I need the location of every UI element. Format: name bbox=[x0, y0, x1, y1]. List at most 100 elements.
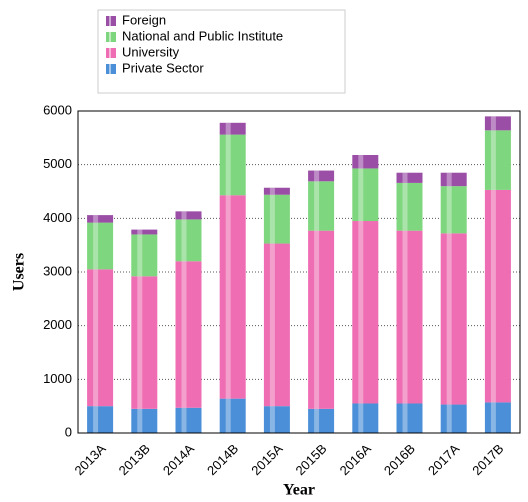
legend-label: Foreign bbox=[122, 12, 166, 27]
y-tick-label: 1000 bbox=[43, 371, 72, 386]
bar-segment bbox=[484, 130, 511, 190]
y-axis-title: Users bbox=[11, 253, 28, 291]
x-tick-label: 2015A bbox=[248, 441, 285, 478]
y-tick-label: 2000 bbox=[43, 317, 72, 332]
bar-segment bbox=[175, 407, 202, 433]
x-tick-label: 2014A bbox=[160, 441, 197, 478]
bar-highlight bbox=[446, 404, 452, 433]
bar-highlight bbox=[269, 243, 275, 407]
bar-highlight bbox=[490, 116, 496, 131]
x-tick-label: 2013B bbox=[116, 441, 153, 478]
legend-swatch-highlight bbox=[109, 16, 111, 26]
y-tick-label: 5000 bbox=[43, 156, 72, 171]
bar-segment bbox=[440, 172, 467, 187]
bar-segment bbox=[87, 222, 114, 270]
bar-highlight bbox=[269, 406, 275, 433]
bar-segment bbox=[352, 221, 379, 404]
bar-segment bbox=[219, 398, 246, 433]
bar-highlight bbox=[446, 172, 452, 187]
bar-highlight bbox=[181, 261, 187, 408]
bar-segment bbox=[308, 230, 335, 409]
bar-segment bbox=[219, 122, 246, 135]
bar-highlight bbox=[314, 181, 320, 231]
bar-highlight bbox=[402, 403, 408, 433]
bar-segment bbox=[263, 194, 290, 244]
legend-label: University bbox=[122, 44, 180, 59]
bar-segment bbox=[396, 403, 423, 433]
bar-segment bbox=[131, 408, 158, 433]
bar-segment bbox=[484, 116, 511, 131]
bar-segment bbox=[440, 404, 467, 433]
bar-segment bbox=[308, 408, 335, 433]
bar-highlight bbox=[225, 134, 231, 196]
x-tick-label: 2016A bbox=[337, 441, 374, 478]
bar-segment bbox=[219, 134, 246, 196]
bar-highlight bbox=[314, 170, 320, 182]
bar-highlight bbox=[137, 229, 143, 235]
bar-highlight bbox=[137, 408, 143, 433]
x-tick-label: 2013A bbox=[71, 441, 108, 478]
bar-highlight bbox=[269, 187, 275, 195]
bar-highlight bbox=[93, 222, 99, 270]
bar-segment bbox=[308, 181, 335, 231]
x-axis-title: Year bbox=[283, 482, 315, 499]
legend-box bbox=[97, 9, 346, 94]
bar-segment bbox=[440, 233, 467, 405]
legend-swatch-highlight bbox=[109, 64, 111, 74]
bar-highlight bbox=[358, 155, 364, 169]
bar-highlight bbox=[490, 130, 496, 190]
bar-highlight bbox=[358, 403, 364, 433]
legend-swatch-highlight bbox=[109, 32, 111, 42]
bar-segment bbox=[352, 403, 379, 433]
bar-segment bbox=[263, 187, 290, 195]
bar-highlight bbox=[93, 406, 99, 433]
plot-frame bbox=[77, 110, 521, 434]
bar-segment bbox=[396, 172, 423, 183]
bar-segment bbox=[131, 229, 158, 235]
bar-segment bbox=[175, 211, 202, 220]
legend-label: National and Public Institute bbox=[122, 28, 283, 43]
bar-highlight bbox=[446, 233, 452, 405]
bar-segment bbox=[308, 170, 335, 182]
bar-segment bbox=[219, 195, 246, 399]
y-tick-label: 6000 bbox=[43, 102, 72, 117]
legend-swatch-highlight bbox=[109, 48, 111, 58]
bar-segment bbox=[131, 276, 158, 409]
bar-segment bbox=[263, 406, 290, 433]
bar-highlight bbox=[225, 398, 231, 433]
bar-segment bbox=[263, 243, 290, 407]
bar-highlight bbox=[358, 221, 364, 404]
bar-highlight bbox=[402, 172, 408, 183]
bar-highlight bbox=[137, 234, 143, 277]
x-tick-label: 2015B bbox=[292, 441, 329, 478]
bar-highlight bbox=[358, 168, 364, 222]
bar-highlight bbox=[225, 122, 231, 135]
bar-segment bbox=[87, 269, 114, 407]
bar-segment bbox=[175, 261, 202, 408]
y-tick-label: 4000 bbox=[43, 210, 72, 225]
bar-highlight bbox=[446, 186, 452, 234]
y-tick-label: 3000 bbox=[43, 263, 72, 278]
bar-highlight bbox=[225, 195, 231, 399]
bar-segment bbox=[352, 155, 379, 169]
bar-highlight bbox=[269, 194, 275, 244]
bar-segment bbox=[396, 182, 423, 231]
bar-segment bbox=[87, 215, 114, 223]
bar-segment bbox=[352, 168, 379, 222]
y-tick-label: 0 bbox=[65, 424, 72, 439]
bar-highlight bbox=[181, 211, 187, 220]
bar-highlight bbox=[181, 407, 187, 433]
bar-highlight bbox=[490, 189, 496, 403]
bar-segment bbox=[396, 230, 423, 404]
bar-segment bbox=[440, 186, 467, 234]
x-tick-label: 2014B bbox=[204, 441, 241, 478]
bar-segment bbox=[484, 402, 511, 433]
bar-segment bbox=[131, 234, 158, 277]
bar-segment bbox=[484, 189, 511, 403]
bar-highlight bbox=[402, 230, 408, 404]
bar-highlight bbox=[314, 230, 320, 409]
bar-highlight bbox=[181, 219, 187, 262]
bar-segment bbox=[175, 219, 202, 262]
legend-label: Private Sector bbox=[122, 60, 204, 75]
